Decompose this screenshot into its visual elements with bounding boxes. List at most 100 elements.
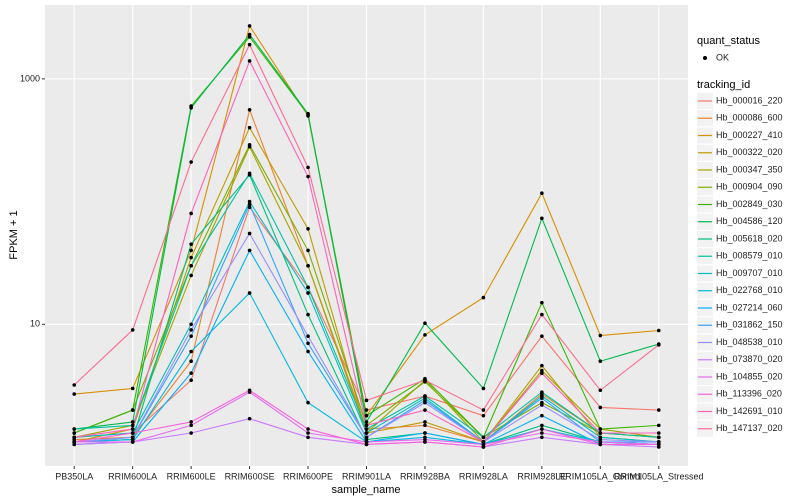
data-point — [540, 423, 544, 428]
data-point — [306, 334, 310, 338]
data-point — [656, 343, 661, 347]
data-point — [364, 423, 369, 428]
legend-label: Hb_009707_010 — [716, 268, 783, 278]
data-point — [656, 423, 661, 428]
data-point — [540, 390, 544, 394]
legend-label: Hb_000322_020 — [716, 147, 783, 157]
legend-label: Hb_073870_020 — [716, 354, 783, 364]
legend-label: Hb_000086_600 — [716, 113, 783, 123]
legend-label: Hb_000347_350 — [716, 164, 783, 174]
data-point — [306, 111, 310, 116]
data-point — [364, 435, 369, 440]
data-point — [481, 440, 486, 444]
data-point — [364, 413, 369, 418]
data-point — [247, 248, 252, 253]
data-point — [423, 423, 427, 428]
data-point — [189, 322, 193, 327]
data-point — [189, 106, 193, 110]
data-point — [72, 431, 77, 435]
data-point — [306, 349, 310, 354]
data-point — [423, 400, 427, 405]
data-point — [72, 383, 77, 387]
data-point — [423, 420, 427, 424]
data-point — [306, 248, 310, 253]
data-point — [189, 423, 193, 428]
data-point — [423, 440, 427, 444]
legend-label: Hb_104855_020 — [716, 371, 783, 381]
data-point — [306, 165, 310, 170]
data-point — [189, 349, 193, 354]
data-point — [423, 378, 427, 383]
data-point — [540, 435, 544, 440]
data-point — [247, 388, 252, 393]
data-point — [247, 291, 252, 295]
legend-label: Hb_000227_410 — [716, 130, 783, 140]
data-point — [72, 442, 77, 447]
legend-label: Hb_005618_020 — [716, 233, 783, 243]
data-point — [247, 24, 252, 28]
data-point — [481, 435, 486, 440]
data-point — [481, 442, 486, 447]
data-point — [306, 174, 310, 179]
data-point — [364, 431, 369, 435]
data-point — [481, 386, 486, 391]
legend-label: Hb_022768_010 — [716, 285, 783, 295]
legend-label: Hb_031862_150 — [716, 320, 783, 330]
data-point — [72, 427, 77, 431]
x-tick-label: PB350LA — [55, 471, 93, 481]
data-point — [130, 408, 135, 412]
data-point — [364, 408, 369, 412]
legend-label: Hb_142691_010 — [716, 406, 783, 416]
data-point — [189, 263, 193, 268]
data-point — [306, 427, 310, 431]
data-point — [306, 341, 310, 346]
data-point — [364, 427, 369, 431]
data-point — [598, 442, 603, 447]
data-point — [540, 431, 544, 435]
data-point — [306, 400, 310, 405]
data-point — [247, 125, 252, 130]
data-point — [189, 378, 193, 383]
data-point — [189, 334, 193, 338]
data-point — [130, 427, 135, 431]
data-point — [364, 442, 369, 447]
data-point — [130, 328, 135, 332]
data-point — [306, 285, 310, 290]
x-tick-label: RRIM105LA_Stressed — [614, 471, 704, 481]
data-point — [247, 32, 252, 37]
data-point — [130, 423, 135, 428]
data-point — [423, 408, 427, 412]
data-point — [540, 368, 544, 373]
y-tick-label: 10 — [30, 319, 40, 329]
legend-label: Hb_048538_010 — [716, 337, 783, 347]
data-point — [130, 386, 135, 391]
x-tick-label: RRIM600LA — [108, 471, 157, 481]
data-point — [364, 398, 369, 403]
data-point — [656, 328, 661, 333]
data-point — [306, 263, 310, 268]
data-point — [423, 321, 427, 326]
data-point — [306, 435, 310, 440]
data-point — [189, 248, 193, 253]
data-point — [247, 205, 252, 209]
data-point — [247, 202, 252, 207]
legend-label: Hb_002849_030 — [716, 199, 783, 209]
data-point — [481, 295, 486, 300]
data-point — [247, 416, 252, 421]
legend-label: Hb_004586_120 — [716, 216, 783, 226]
legend-label: Hb_008579_010 — [716, 251, 783, 261]
data-point — [540, 427, 544, 431]
data-point — [656, 445, 661, 449]
data-point — [423, 431, 427, 435]
data-point — [247, 143, 252, 147]
legend-label: OK — [716, 52, 729, 62]
data-point — [481, 413, 486, 418]
x-tick-label: RRIM928BA — [400, 471, 450, 481]
legend-label: Hb_000016_220 — [716, 95, 783, 105]
x-tick-label: RRIM600SE — [225, 471, 275, 481]
data-point — [540, 403, 544, 407]
data-point — [189, 255, 193, 260]
x-tick-label: RRIM600PE — [283, 471, 333, 481]
y-axis-title: FPKM + 1 — [8, 210, 20, 259]
